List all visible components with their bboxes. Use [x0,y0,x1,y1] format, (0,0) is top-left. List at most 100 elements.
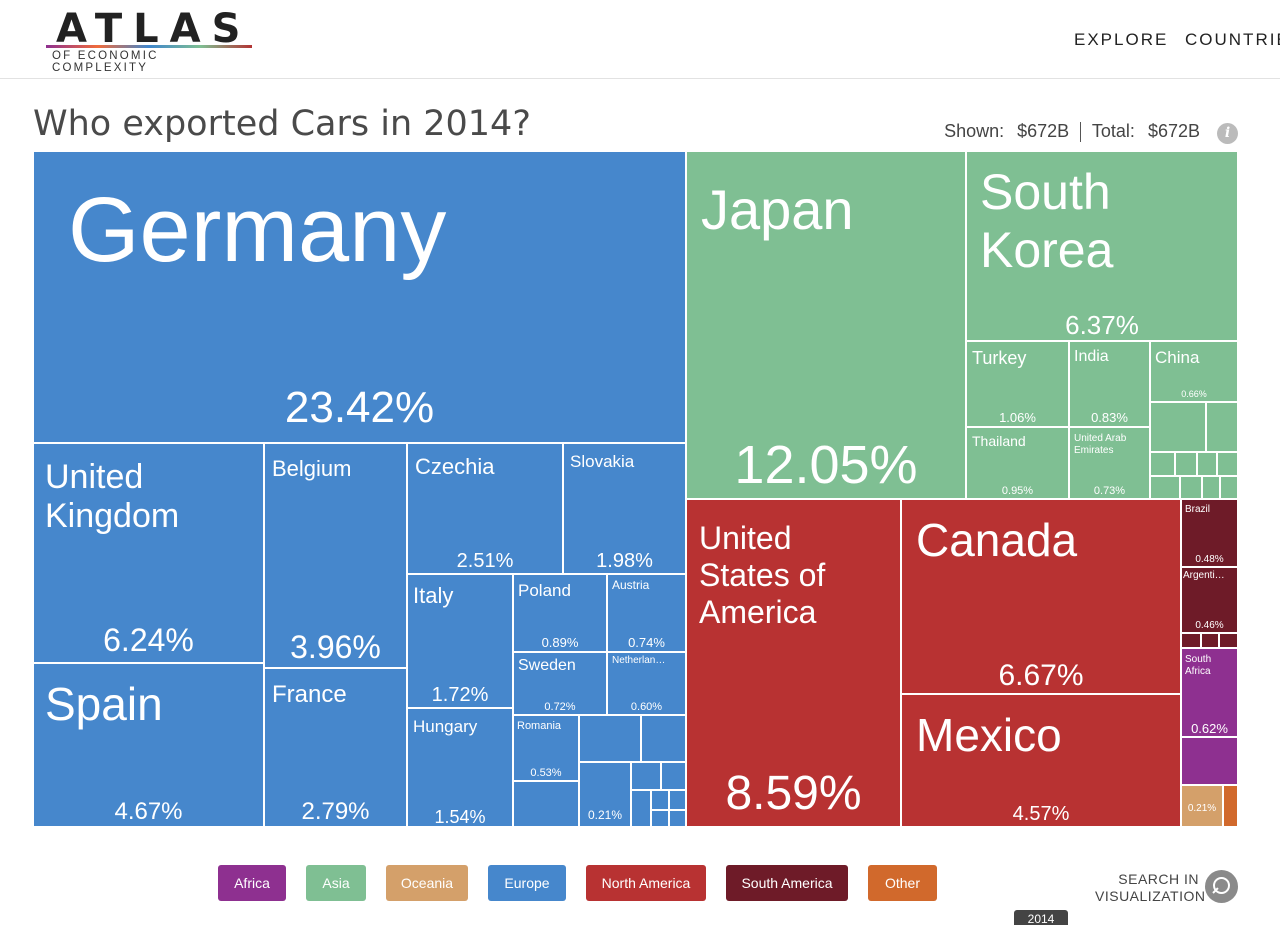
treemap-cell-italy[interactable]: Italy 1.72% [407,574,513,708]
treemap-cell-eu_small[interactable]: 0.21% [579,762,631,827]
treemap-cell-minor[interactable] [1206,402,1238,452]
cell-pct-usa: 8.59% [725,767,862,820]
cell-pct-uk: 6.24% [103,622,194,658]
treemap-cell-minor[interactable] [661,762,686,790]
treemap-cell-minor[interactable] [1201,633,1219,648]
treemap-cell-safrica[interactable]: South Africa 0.62% [1181,648,1238,737]
legend-north-america[interactable]: North America [586,865,706,901]
treemap-cell-minor[interactable] [631,762,661,790]
legend-asia[interactable]: Asia [306,865,366,901]
cell-name-france: France [272,681,347,708]
treemap-cell-minor[interactable] [1150,452,1175,476]
cell-name-hungary: Hungary [413,717,478,736]
treemap-cell-minor[interactable] [579,715,641,762]
treemap-cell-mexico[interactable]: Mexico 4.57% [901,694,1181,827]
cell-name-safrica: South Africa [1185,654,1212,677]
treemap-cell-czechia[interactable]: Czechia 2.51% [407,443,563,574]
treemap-cell-germany[interactable]: Germany 23.42% [33,151,686,443]
top-header: ATLAS OF ECONOMIC COMPLEXITY EXPLORE COU… [0,0,1280,79]
treemap-cell-skorea[interactable]: South Korea 6.37% [966,151,1238,341]
year-tab[interactable]: 2014 [1014,910,1068,925]
legend-africa[interactable]: Africa [218,865,286,901]
treemap-cell-minor[interactable] [641,715,686,762]
cell-pct-uae: 0.73% [1093,485,1126,497]
treemap-cell-usa[interactable]: United States of America 8.59% [686,499,901,827]
treemap-cell-brazil[interactable]: Brazil 0.48% [1181,499,1238,567]
treemap-cell-netherlands[interactable]: Netherlan… 0.60% [607,652,686,715]
treemap-cell-minor[interactable] [1181,633,1201,648]
cell-pct-netherlands: 0.60% [630,701,663,713]
treemap-cell-uae[interactable]: United Arab Emirates 0.73% [1069,427,1150,499]
treemap-cell-canada[interactable]: Canada 6.67% [901,499,1181,694]
region-legend: Africa Asia Oceania Europe North America… [0,865,1280,903]
treemap-cell-hungary[interactable]: Hungary 1.54% [407,708,513,827]
treemap-cell-minor[interactable] [1181,737,1238,785]
cell-pct-sweden: 0.72% [544,701,576,713]
treemap-cell-minor[interactable] [1180,476,1202,499]
legend-oceania[interactable]: Oceania [386,865,468,901]
treemap-cell-japan[interactable]: Japan 12.05% [686,151,966,499]
legend-south-america[interactable]: South America [726,865,848,901]
cell-pct-slovakia: 1.98% [596,550,653,572]
treemap-cell-minor[interactable] [631,790,651,827]
cell-pct-hungary: 1.54% [434,807,486,827]
treemap-cell-oceania_small[interactable]: 0.21% [1181,785,1223,827]
treemap-cell-minor[interactable] [1150,402,1206,452]
cell-pct-spain: 4.67% [114,798,183,825]
treemap-cell-minor[interactable] [1217,452,1238,476]
treemap-cell-turkey[interactable]: Turkey 1.06% [966,341,1069,427]
treemap-cell-india[interactable]: India 0.83% [1069,341,1150,427]
treemap-cell-minor[interactable] [1197,452,1217,476]
treemap-cell-austria[interactable]: Austria 0.74% [607,574,686,652]
treemap-cell-argentina[interactable]: Argenti… 0.46% [1181,567,1238,633]
cell-name-brazil: Brazil [1185,504,1211,515]
atlas-logo[interactable]: ATLAS OF ECONOMIC COMPLEXITY [46,6,256,74]
cell-name-usa: United States of America [699,520,826,630]
treemap-cell-romania[interactable]: Romania 0.53% [513,715,579,781]
treemap-cell-minor[interactable] [669,810,686,827]
search-in-visualization-label[interactable]: SEARCH IN VISUALIZATION [1095,871,1206,905]
cell-name-slovakia: Slovakia [570,452,635,471]
treemap-cell-minor[interactable] [1220,476,1238,499]
treemap-cell-uk[interactable]: United Kingdom 6.24% [33,443,264,663]
legend-other[interactable]: Other [868,865,937,901]
cell-name-india: India [1074,348,1109,365]
cell-pct-skorea: 6.37% [1065,310,1139,340]
nav-countries[interactable]: COUNTRIE [1185,30,1280,49]
treemap-cell-minor[interactable] [1175,452,1197,476]
info-icon[interactable]: i [1217,123,1238,144]
cell-name-turkey: Turkey [972,348,1027,368]
treemap-cell-minor[interactable] [513,781,579,827]
treemap-cell-minor[interactable] [651,790,669,810]
treemap-cell-minor[interactable] [1150,476,1180,499]
treemap-cell-thailand[interactable]: Thailand 0.95% [966,427,1069,499]
cell-name-japan: Japan [701,178,854,241]
treemap-cell-minor[interactable] [651,810,669,827]
treemap-cell-france[interactable]: France 2.79% [264,668,407,827]
cell-name-thailand: Thailand [972,433,1026,449]
treemap-cell-spain[interactable]: Spain 4.67% [33,663,264,827]
search-label-line1: SEARCH IN [1118,871,1199,887]
shown-label: Shown: [944,121,1005,141]
treemap-cell-sweden[interactable]: Sweden 0.72% [513,652,607,715]
legend-europe[interactable]: Europe [488,865,566,901]
page-title: Who exported Cars in 2014? [33,104,531,144]
treemap-cell-minor[interactable] [1223,785,1238,827]
nav-explore[interactable]: EXPLORE [1074,30,1169,49]
cell-pct-argentina: 0.46% [1195,620,1224,631]
cell-pct-mexico: 4.57% [1012,803,1070,825]
treemap-cell-slovakia[interactable]: Slovakia 1.98% [563,443,686,574]
cell-pct-france: 2.79% [301,798,370,825]
treemap-cell-minor[interactable] [1202,476,1220,499]
treemap-cell-china[interactable]: China 0.66% [1150,341,1238,402]
treemap-cell-minor[interactable] [1219,633,1238,648]
cell-pct-canada: 6.67% [998,659,1084,692]
cell-pct-thailand: 0.95% [1001,485,1034,497]
search-label-line2: VISUALIZATION [1095,888,1206,904]
cell-pct-safrica: 0.62% [1191,721,1228,736]
treemap-cell-belgium[interactable]: Belgium 3.96% [264,443,407,668]
search-icon[interactable] [1205,870,1238,903]
cell-name-italy: Italy [413,583,454,608]
treemap-cell-poland[interactable]: Poland 0.89% [513,574,607,652]
treemap-cell-minor[interactable] [669,790,686,810]
